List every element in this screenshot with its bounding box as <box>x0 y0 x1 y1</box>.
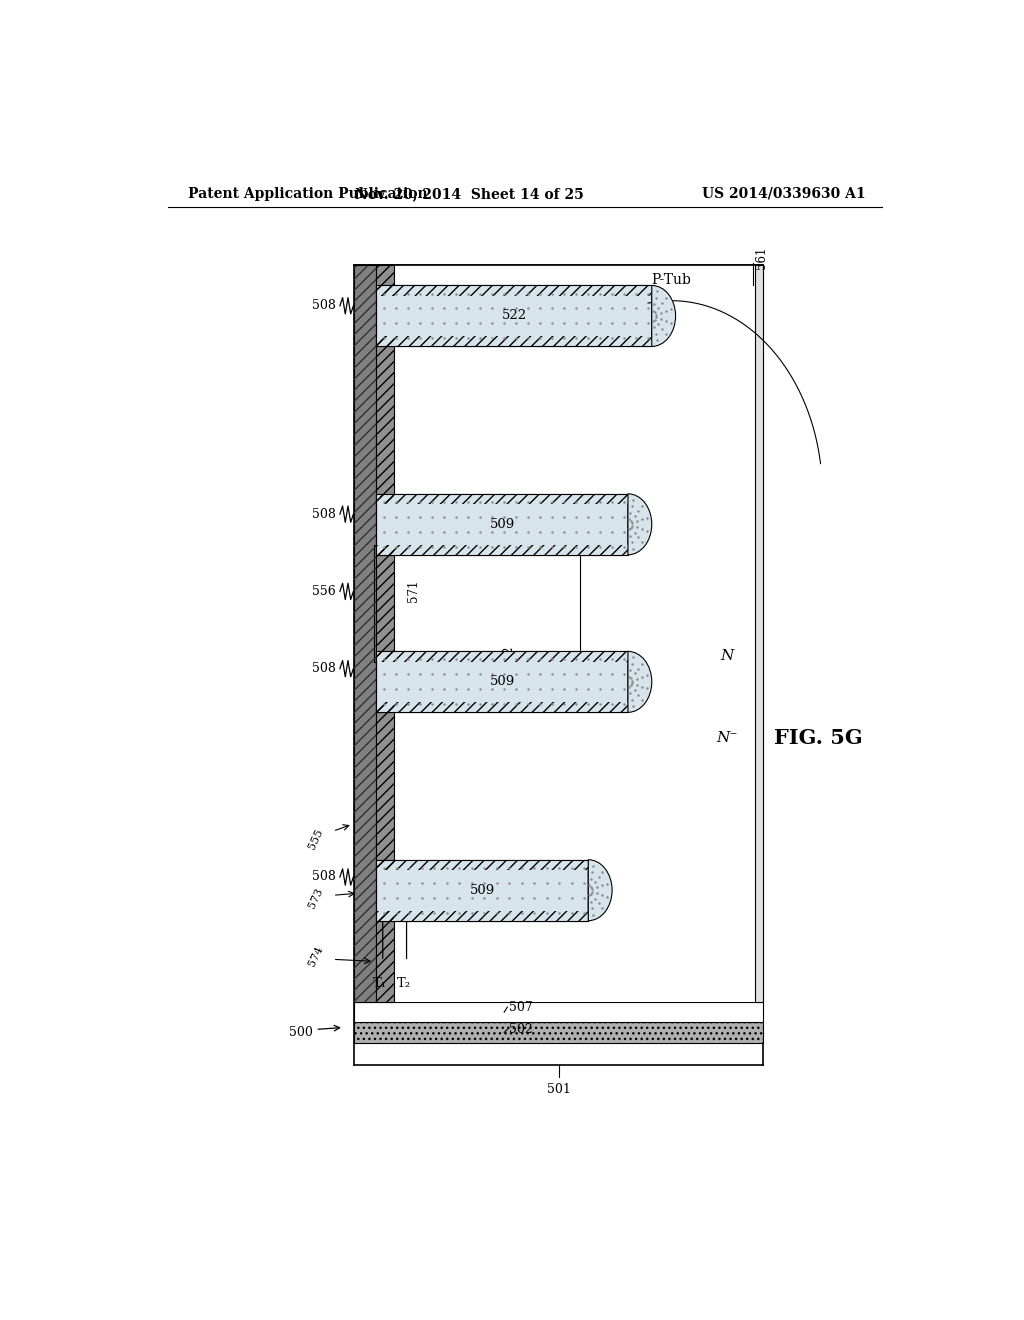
Bar <box>377 285 651 346</box>
Bar <box>377 285 651 296</box>
Text: 522: 522 <box>502 309 526 322</box>
Text: 508: 508 <box>312 870 336 883</box>
Text: 502: 502 <box>509 1023 532 1036</box>
Wedge shape <box>628 494 652 554</box>
Bar <box>377 494 628 504</box>
Text: T₁: T₁ <box>374 977 387 990</box>
Bar <box>377 651 628 661</box>
Wedge shape <box>651 296 668 337</box>
Text: N: N <box>721 649 734 664</box>
Bar <box>377 545 628 554</box>
Bar <box>377 285 651 296</box>
Text: 574: 574 <box>307 945 325 968</box>
Bar <box>354 1022 763 1043</box>
Text: 573: 573 <box>307 887 325 909</box>
Text: 561: 561 <box>755 247 768 269</box>
Bar <box>377 337 651 346</box>
Bar <box>377 545 394 661</box>
Text: N⁻: N⁻ <box>717 731 738 744</box>
Bar <box>377 702 394 870</box>
Bar <box>755 265 763 1002</box>
Bar <box>354 265 377 1002</box>
Text: 572: 572 <box>503 645 515 668</box>
Bar <box>377 702 394 870</box>
Text: 500: 500 <box>289 1026 313 1039</box>
Bar <box>377 265 394 296</box>
Bar <box>377 911 588 921</box>
Bar <box>377 337 651 346</box>
Text: 571: 571 <box>408 579 420 602</box>
Bar <box>377 911 394 1002</box>
Bar <box>377 337 394 504</box>
Bar <box>377 859 588 870</box>
Bar <box>354 265 377 1002</box>
Wedge shape <box>628 504 644 545</box>
Text: 507: 507 <box>509 1001 532 1014</box>
Text: 509: 509 <box>489 676 515 688</box>
Wedge shape <box>628 661 644 702</box>
Text: Nov. 20, 2014  Sheet 14 of 25: Nov. 20, 2014 Sheet 14 of 25 <box>355 187 584 201</box>
Bar <box>377 702 628 713</box>
Text: T₂: T₂ <box>397 977 412 990</box>
Wedge shape <box>651 285 676 346</box>
Text: P-Tub: P-Tub <box>651 273 691 288</box>
Text: 508: 508 <box>312 508 336 520</box>
Bar <box>377 265 394 296</box>
Bar <box>377 337 394 504</box>
Text: 501: 501 <box>547 1084 570 1097</box>
Text: 508: 508 <box>312 663 336 675</box>
Bar <box>377 911 588 921</box>
Text: Patent Application Publication: Patent Application Publication <box>187 187 427 201</box>
Bar <box>377 702 628 713</box>
Text: FIG. 5G: FIG. 5G <box>774 727 863 747</box>
Text: 508: 508 <box>312 300 336 313</box>
Text: 555: 555 <box>307 828 325 851</box>
Wedge shape <box>588 870 604 911</box>
Text: US 2014/0339630 A1: US 2014/0339630 A1 <box>702 187 866 201</box>
Bar <box>377 859 588 921</box>
Bar <box>377 494 628 554</box>
Bar <box>354 1002 763 1022</box>
Bar <box>377 265 755 1002</box>
Bar <box>377 911 394 1002</box>
Text: 509: 509 <box>470 883 495 896</box>
Wedge shape <box>588 859 612 921</box>
Wedge shape <box>628 651 652 713</box>
Text: 556: 556 <box>312 585 336 598</box>
Bar <box>354 1022 763 1043</box>
Bar <box>377 494 628 504</box>
Bar <box>377 545 394 661</box>
Text: 509: 509 <box>489 517 515 531</box>
Bar <box>377 651 628 713</box>
Bar <box>354 265 763 1043</box>
Bar <box>377 651 628 661</box>
Bar <box>377 859 588 870</box>
Bar <box>377 545 628 554</box>
